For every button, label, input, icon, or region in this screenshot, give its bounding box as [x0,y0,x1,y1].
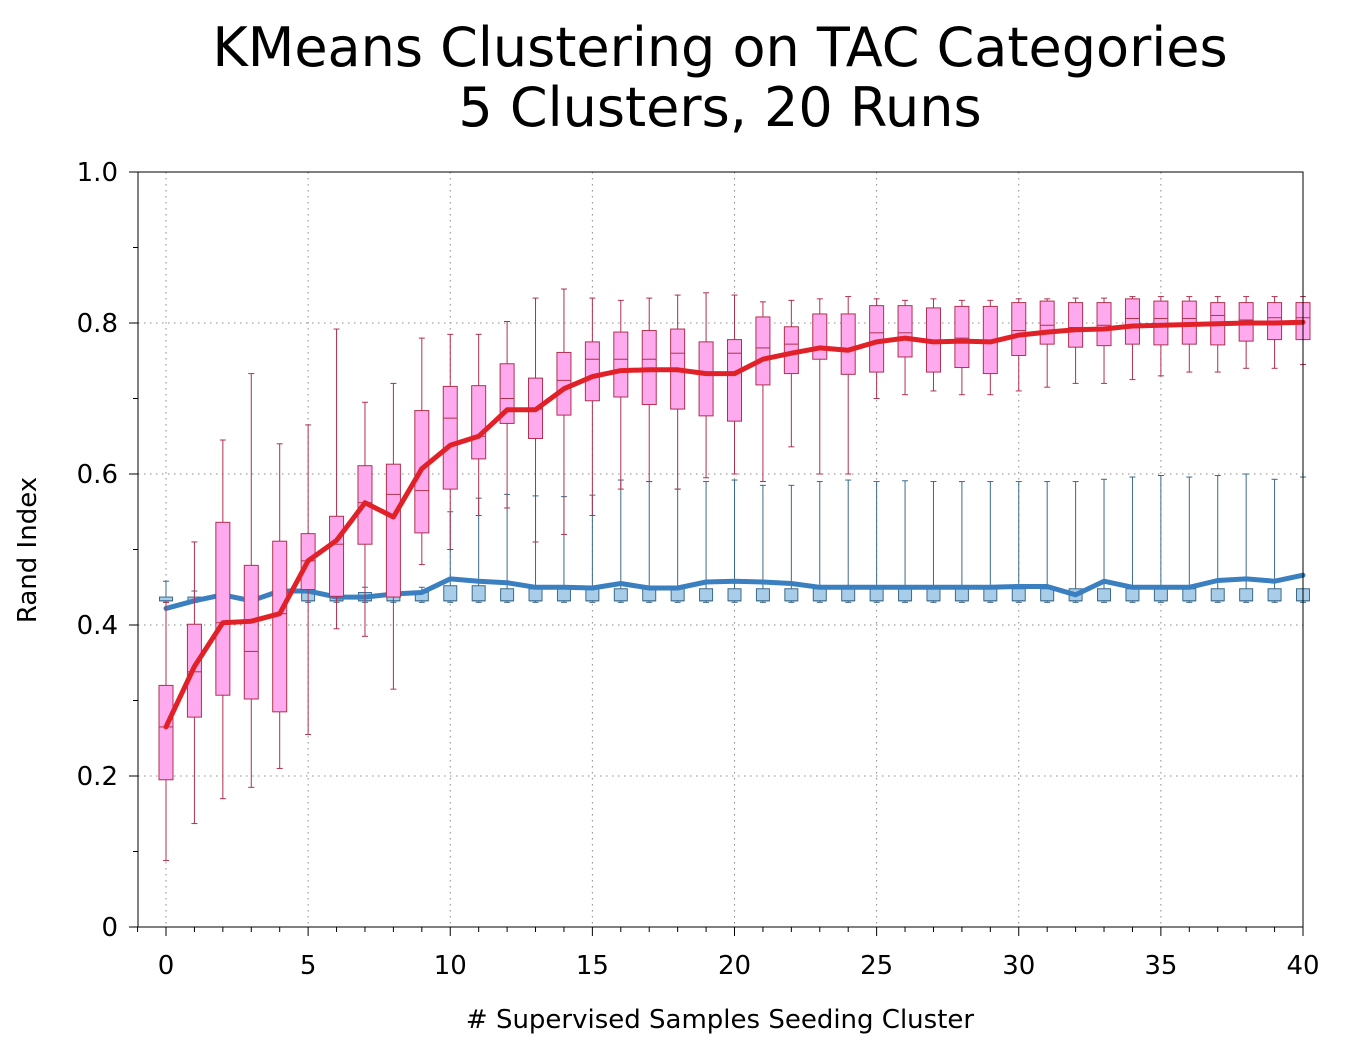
x-tick-label: 30 [1002,951,1035,981]
x-tick-label: 10 [434,951,467,981]
blue-box [670,588,685,602]
red-box [1011,302,1027,356]
red-box [385,463,401,598]
chart-title-line-1: KMeans Clustering on TAC Categories [212,16,1228,79]
x-tick-label: 0 [158,951,175,981]
blue-box [954,588,969,602]
x-tick-label: 25 [860,951,893,981]
blue-box [898,588,913,602]
blue-box [585,588,600,602]
y-tick-label: 0.6 [77,460,118,490]
red-box [840,313,856,375]
blue-box [699,588,714,602]
blue-box [1267,588,1282,602]
blue-box [500,588,515,602]
blue-box [443,585,458,602]
blue-box [556,588,571,602]
blue-box [983,588,998,602]
red-box [272,540,288,713]
y-axis-title: Rand Index [13,477,43,623]
red-box [812,313,828,360]
blue-box [613,588,628,602]
red-box [727,339,742,422]
blue-mean-line [163,572,1306,611]
y-tick-label: 0.4 [77,611,118,641]
blue-box [869,588,884,602]
blue-box [784,588,799,602]
y-tick-label: 1.0 [77,158,118,188]
red-box [1039,300,1055,345]
blue-box [755,588,770,602]
blue-box [1210,588,1225,602]
x-tick-label: 35 [1144,951,1177,981]
blue-box [471,585,486,602]
series-red [158,288,1311,862]
blue-box [1040,588,1055,602]
blue-box [812,588,827,602]
red-box [698,341,714,417]
x-tick-label: 5 [300,951,317,981]
red-box [329,515,345,597]
blue-box [1153,588,1168,602]
blue-box [1125,588,1140,602]
y-tick-label: 0 [101,913,118,943]
red-mean-line [163,319,1306,730]
red-box [158,684,174,781]
red-box [1124,298,1140,345]
grid [138,172,1303,927]
red-box [613,331,629,398]
red-box [897,305,913,358]
red-box [1068,302,1084,348]
blue-box [1182,588,1197,602]
red-box [243,564,259,700]
red-box [954,305,970,369]
y-tick-label: 0.2 [77,762,118,792]
axes: 0 5 10 15 20 25 30 35 40 0 0.2 0.4 0.6 0.8 1.0 [77,158,1320,981]
x-tick-label: 40 [1286,951,1319,981]
blue-box [642,588,657,602]
red-box [584,341,600,402]
red-box [755,316,771,386]
red-box [215,521,231,696]
blue-box [1097,588,1112,602]
blue-box [159,596,173,602]
y-tick-label: 0.8 [77,309,118,339]
chart-title: KMeans Clustering on TAC Categories 5 Cl… [0,16,1350,140]
red-box [556,351,572,416]
x-axis-title: # Supervised Samples Seeding Cluster [466,1005,975,1035]
blue-box [1011,588,1026,602]
red-box [471,385,487,460]
x-tick-label: 15 [576,951,609,981]
blue-box [727,588,742,602]
blue-box [841,588,856,602]
red-box [442,385,458,490]
red-box [1096,302,1112,347]
blue-box [528,588,543,602]
chart-subtitle: 5 Clusters, 20 Runs [458,76,982,140]
x-tick-label: 20 [718,951,751,981]
blue-box [1239,588,1254,602]
blue-box [926,588,941,602]
